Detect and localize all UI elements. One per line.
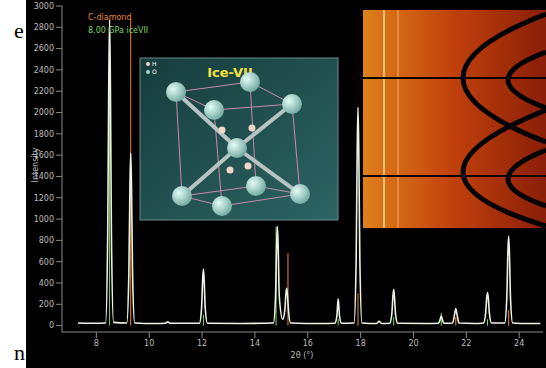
svg-text:e: e bbox=[14, 18, 24, 43]
svg-text:1600: 1600 bbox=[33, 151, 54, 160]
svg-text:16: 16 bbox=[303, 339, 313, 348]
svg-text:14: 14 bbox=[250, 339, 260, 348]
svg-text:18: 18 bbox=[356, 339, 366, 348]
svg-text:3000: 3000 bbox=[34, 2, 54, 11]
svg-text:1800: 1800 bbox=[34, 130, 54, 139]
svg-text:400: 400 bbox=[39, 279, 54, 288]
svg-text:O: O bbox=[152, 68, 157, 75]
svg-text:2400: 2400 bbox=[34, 66, 54, 75]
svg-text:1400: 1400 bbox=[33, 172, 54, 182]
svg-text:2θ (°): 2θ (°) bbox=[291, 351, 314, 360]
svg-text:24: 24 bbox=[514, 339, 524, 348]
svg-text:20: 20 bbox=[408, 339, 418, 348]
svg-text:1200: 1200 bbox=[34, 194, 54, 203]
svg-text:2000: 2000 bbox=[34, 108, 54, 117]
svg-text:n: n bbox=[14, 340, 25, 365]
svg-text:2800: 2800 bbox=[34, 23, 54, 32]
svg-text:2200: 2200 bbox=[34, 87, 54, 96]
svg-text:800: 800 bbox=[39, 236, 54, 245]
svg-text:1000: 1000 bbox=[34, 215, 54, 224]
svg-text:Intensity: Intensity bbox=[31, 147, 40, 182]
svg-text:12: 12 bbox=[197, 339, 207, 348]
svg-text:8.00 GPa iceVII: 8.00 GPa iceVII bbox=[88, 26, 148, 35]
svg-text:H: H bbox=[152, 60, 157, 67]
svg-text:200: 200 bbox=[39, 300, 54, 309]
svg-text:2600: 2600 bbox=[34, 44, 54, 53]
svg-text:0: 0 bbox=[49, 321, 54, 330]
svg-text:C-diamond: C-diamond bbox=[88, 13, 132, 22]
svg-text:22: 22 bbox=[461, 339, 471, 348]
svg-text:Ice-VII: Ice-VII bbox=[207, 65, 253, 80]
svg-text:600: 600 bbox=[39, 258, 54, 267]
svg-text:8: 8 bbox=[94, 339, 99, 348]
svg-text:10: 10 bbox=[144, 339, 154, 348]
